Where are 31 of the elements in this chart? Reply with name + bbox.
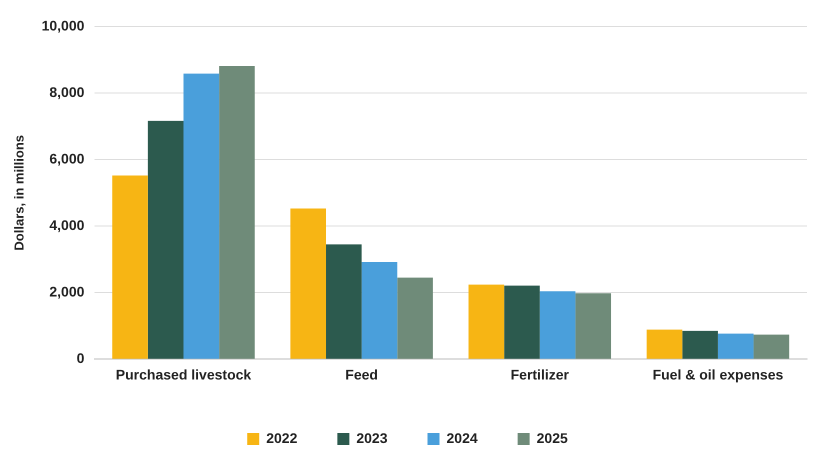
bar	[754, 334, 790, 359]
bar	[362, 262, 398, 359]
y-tick-label: 10,000	[42, 17, 85, 34]
y-tick-label: 8,000	[49, 84, 85, 100]
bar	[504, 286, 540, 359]
legend-label: 2022	[266, 430, 298, 446]
y-tick-label: 2,000	[49, 284, 85, 300]
bar	[183, 74, 220, 359]
bar	[112, 175, 148, 359]
bar	[397, 278, 433, 359]
legend-label: 2025	[536, 430, 568, 446]
bar	[646, 330, 682, 359]
bar	[326, 244, 362, 359]
bar	[148, 120, 184, 359]
bar	[540, 291, 576, 359]
x-tick-label: Feed	[345, 366, 378, 382]
y-axis-title: Dollars, in millions	[11, 135, 26, 251]
y-tick-label: 0	[76, 350, 85, 366]
legend-label: 2023	[356, 430, 388, 446]
y-tick-label: 4,000	[49, 216, 85, 233]
x-tick-label: Fertilizer	[510, 366, 570, 382]
bar	[718, 334, 754, 359]
legend-label: 2024	[446, 430, 478, 446]
bar	[468, 284, 504, 359]
x-tick-label: Purchased livestock	[116, 366, 252, 382]
bar	[682, 330, 718, 359]
x-tick-label: Fuel & oil expenses	[652, 366, 784, 382]
bar	[290, 208, 326, 359]
bar	[575, 293, 612, 359]
bar	[219, 66, 255, 359]
y-tick-label: 6,000	[49, 150, 85, 166]
